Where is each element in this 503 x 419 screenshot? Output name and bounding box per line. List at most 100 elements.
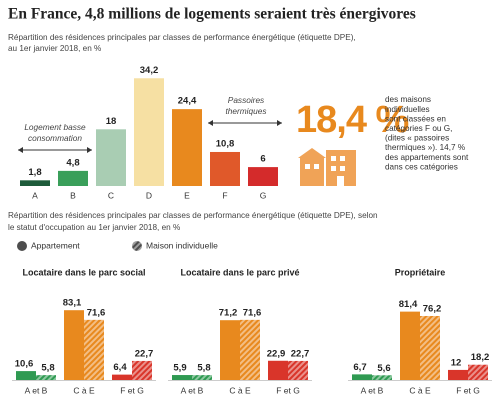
- value-label: 5,8: [41, 363, 54, 374]
- highlight-text: dans ces catégories: [385, 162, 458, 171]
- value-label: 83,1: [63, 298, 82, 309]
- highlight-text: individuelles: [385, 105, 430, 114]
- value-label: 76,2: [423, 304, 442, 315]
- subtitle: Répartition des résidences principales p…: [8, 33, 356, 42]
- value-label: 18: [106, 116, 117, 127]
- highlight-text: thermiques »). 14,7 %: [385, 143, 465, 152]
- door: [337, 176, 344, 186]
- value-label: 18,2: [471, 352, 490, 363]
- annotation: consommation: [28, 133, 82, 143]
- window: [331, 156, 336, 161]
- bar: [58, 170, 88, 186]
- chart-title: Locataire dans le parc social: [22, 267, 145, 277]
- x-tick-label: F et G: [456, 385, 480, 395]
- x-tick-label: A et B: [361, 385, 384, 395]
- bar: [64, 310, 84, 380]
- value-label: 81,4: [399, 299, 418, 310]
- x-tick-label: A et B: [25, 385, 48, 395]
- legend-swatch: [132, 241, 142, 251]
- x-tick-label: C: [108, 190, 114, 200]
- bar: [84, 319, 104, 380]
- annotation: Logement basse: [24, 122, 86, 132]
- bar: [420, 315, 440, 380]
- bar: [288, 360, 308, 380]
- value-label: 12: [451, 357, 462, 368]
- bar: [16, 371, 36, 380]
- section-subtitle: le statut d'occupation au 1er janvier 20…: [8, 223, 180, 232]
- value-label: 24,4: [178, 96, 197, 107]
- bar: [132, 360, 152, 380]
- bar: [134, 78, 164, 186]
- x-tick-label: F: [222, 190, 227, 200]
- house-icon: [298, 148, 356, 186]
- value-label: 10,8: [216, 138, 235, 149]
- highlight-text: (dites « passoires: [385, 134, 449, 143]
- x-tick-label: E: [184, 190, 190, 200]
- x-tick-label: G: [260, 190, 267, 200]
- x-tick-label: F et G: [120, 385, 144, 395]
- bar: [468, 364, 488, 380]
- window: [331, 166, 336, 171]
- x-tick-label: A: [32, 190, 38, 200]
- bar: [248, 167, 278, 186]
- bar: [240, 319, 260, 380]
- title: En France, 4,8 millions de logements ser…: [8, 6, 416, 23]
- value-label: 5,8: [197, 363, 210, 374]
- annotation: Passoires: [228, 95, 264, 105]
- value-label: 4,8: [66, 157, 79, 168]
- house-roof: [298, 148, 326, 158]
- highlight-text: sont classées en: [385, 114, 446, 123]
- value-label: 1,8: [28, 167, 41, 178]
- bar: [192, 375, 212, 380]
- legend-label: Maison individuelle: [146, 240, 218, 250]
- x-tick-label: D: [146, 190, 152, 200]
- bar: [400, 311, 420, 380]
- arrow-head: [18, 147, 23, 153]
- x-tick-label: C à E: [409, 385, 431, 395]
- section-subtitle: Répartition des résidences principales p…: [8, 211, 378, 220]
- chart-title: Locataire dans le parc privé: [180, 267, 299, 277]
- highlight-text: catégories F ou G,: [385, 124, 452, 133]
- value-label: 34,2: [140, 65, 159, 76]
- value-label: 6,4: [113, 362, 127, 373]
- x-tick-label: C à E: [229, 385, 251, 395]
- bar: [112, 374, 132, 380]
- value-label: 71,6: [87, 307, 106, 318]
- window: [340, 166, 345, 171]
- bar: [36, 375, 56, 380]
- bar: [372, 375, 392, 380]
- x-tick-label: B: [70, 190, 76, 200]
- house-block: [300, 158, 324, 186]
- bar: [210, 151, 240, 186]
- arrow-head: [87, 147, 92, 153]
- value-label: 10,6: [15, 359, 34, 370]
- bar: [352, 374, 372, 380]
- arrow-head: [208, 120, 213, 126]
- arrow-head: [277, 120, 282, 126]
- window: [340, 156, 345, 161]
- legend-label: Appartement: [31, 240, 80, 250]
- highlight-text: des appartements sont: [385, 153, 469, 162]
- highlight-figure: 18,4 %: [296, 99, 409, 141]
- value-label: 71,2: [219, 308, 238, 319]
- subtitle: au 1er janvier 2018, en %: [8, 44, 101, 53]
- bar: [268, 360, 288, 380]
- value-label: 6: [260, 154, 265, 165]
- value-label: 6,7: [353, 362, 366, 373]
- value-label: 71,6: [243, 307, 262, 318]
- bar: [96, 129, 126, 186]
- x-tick-label: A et B: [181, 385, 204, 395]
- value-label: 5,9: [173, 363, 186, 374]
- bar: [172, 375, 192, 380]
- value-label: 22,9: [267, 348, 286, 359]
- value-label: 5,6: [377, 363, 390, 374]
- bar: [220, 320, 240, 380]
- x-tick-label: F et G: [276, 385, 300, 395]
- window: [305, 164, 310, 169]
- bar: [172, 109, 202, 186]
- highlight-text: des maisons: [385, 95, 431, 104]
- bar: [20, 180, 50, 186]
- bar: [448, 369, 468, 380]
- x-tick-label: C à E: [73, 385, 95, 395]
